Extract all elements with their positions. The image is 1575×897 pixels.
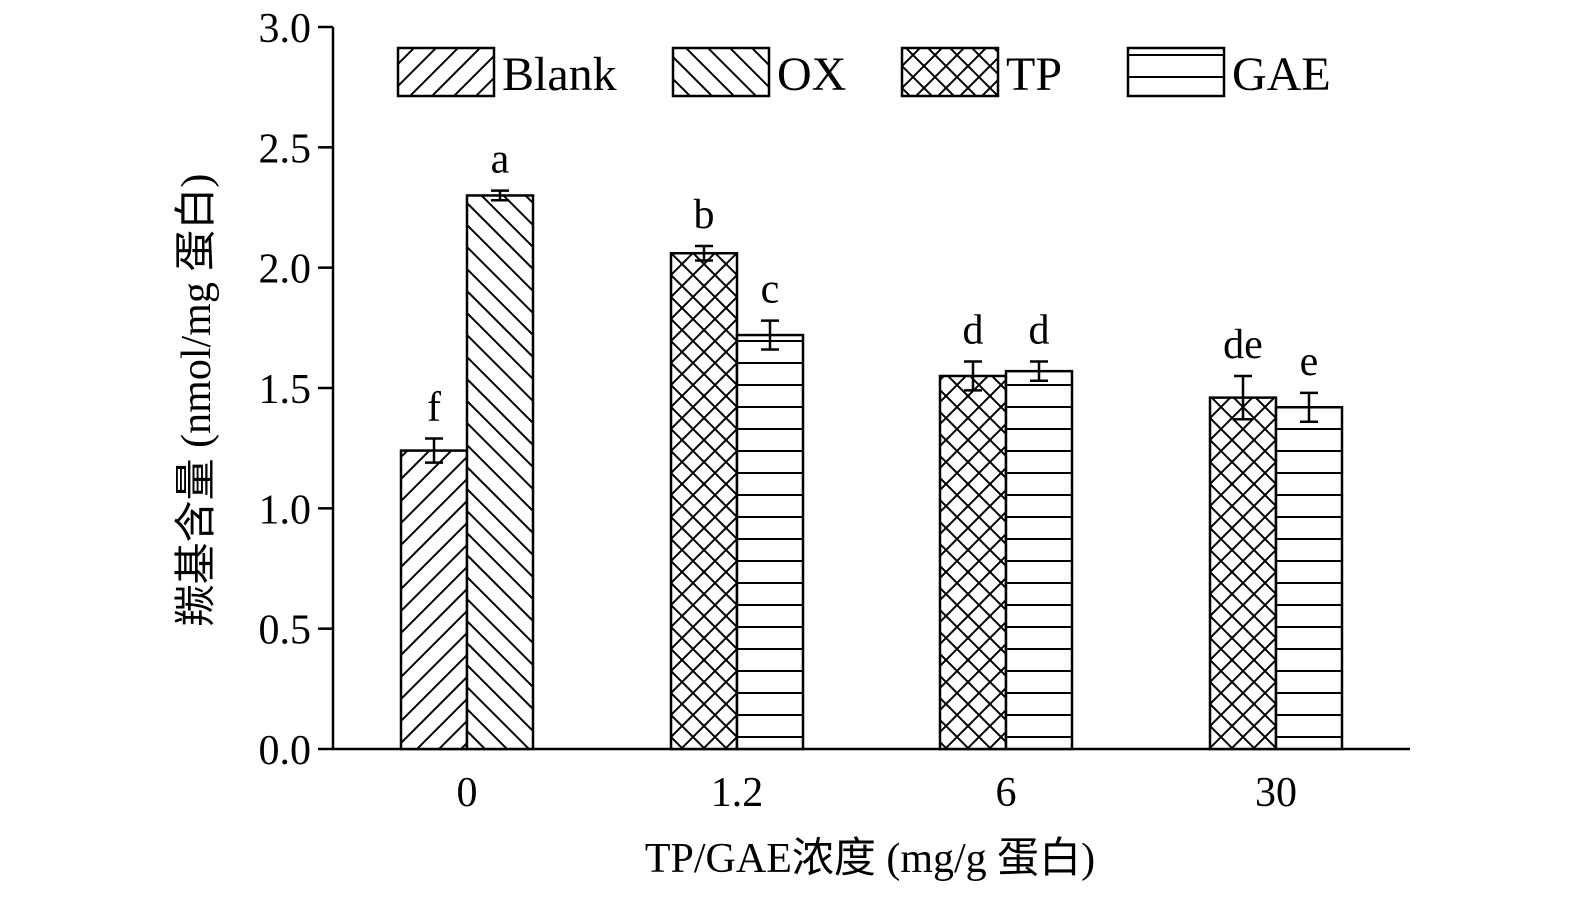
y-tick-label: 2.5: [259, 126, 312, 172]
significance-label: d: [1029, 308, 1050, 354]
x-tick-label: 6: [996, 770, 1017, 816]
significance-label: d: [963, 308, 984, 354]
legend: Blank OX TP GAE: [396, 46, 1331, 101]
bar-tp-1.2: [669, 251, 739, 751]
bars: f a bc d d de e: [399, 137, 1344, 751]
y-axis: 0.0 0.5 1.0 1.5 2.0 2.5 3.0: [259, 6, 335, 774]
x-tick-label: 0: [457, 770, 478, 816]
y-tick-label: 1.5: [259, 367, 312, 413]
legend-swatch-tp: [900, 46, 1000, 98]
bar-blank-0: [399, 449, 469, 751]
bar-gae-30: [1274, 406, 1344, 751]
bar-ox-0: [465, 194, 535, 751]
y-tick-label: 2.0: [259, 247, 312, 293]
bar-tp-30: [1208, 396, 1278, 751]
legend-label-gae: GAE: [1232, 48, 1331, 101]
y-tick-label: 3.0: [259, 6, 312, 52]
significance-label: f: [427, 385, 441, 431]
significance-label: c: [761, 267, 780, 313]
legend-label-tp: TP: [1006, 48, 1062, 101]
y-tick-label: 0.0: [259, 728, 312, 774]
legend-swatch-ox: [671, 46, 771, 98]
x-axis-title: TP/GAE浓度 (mg/g 蛋白): [645, 836, 1095, 882]
bar-gae-1.2: [735, 333, 805, 751]
x-axis: 0 1.2 6 30: [333, 747, 1410, 816]
significance-label: a: [491, 137, 510, 183]
x-tick-label: 30: [1255, 770, 1297, 816]
significance-label: e: [1300, 339, 1319, 385]
legend-label-ox: OX: [777, 48, 846, 101]
bar-gae-6: [1004, 369, 1074, 751]
x-tick-label: 1.2: [711, 770, 764, 816]
bar-tp-6: [938, 374, 1008, 751]
legend-swatch-gae: [1126, 46, 1226, 98]
y-axis-title: 羰基含量 (nmol/mg 蛋白): [174, 174, 220, 627]
y-tick-label: 1.0: [259, 487, 312, 533]
y-tick-label: 0.5: [259, 608, 312, 654]
significance-label: de: [1223, 322, 1263, 368]
legend-label-blank: Blank: [502, 48, 617, 101]
legend-swatch-blank: [396, 46, 496, 98]
significance-label: b: [694, 192, 715, 238]
